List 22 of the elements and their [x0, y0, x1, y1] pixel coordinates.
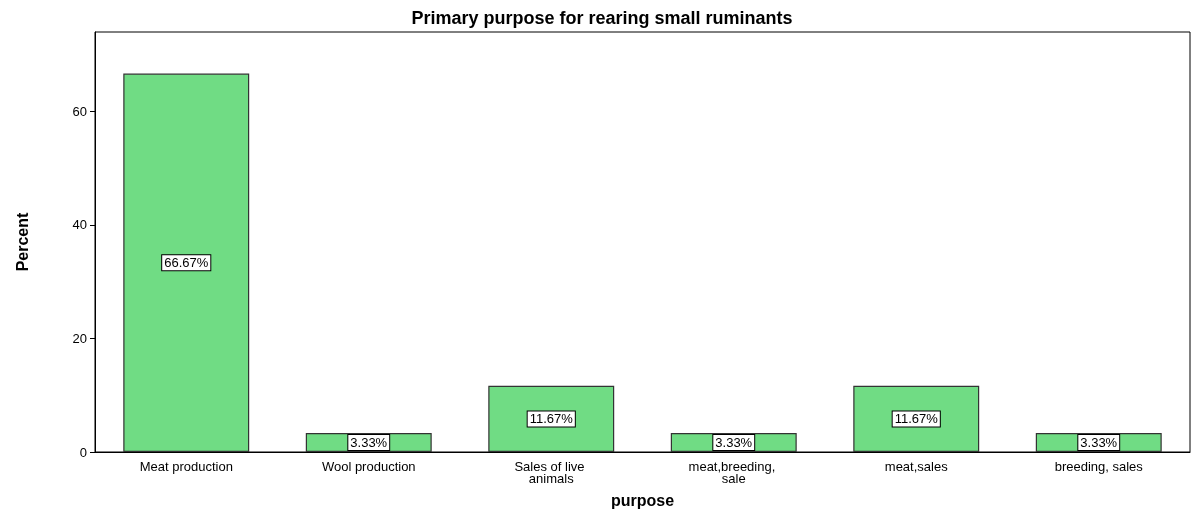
data-label: 66.67% [164, 255, 209, 271]
data-label: 11.67% [894, 411, 939, 427]
y-axis-title: Percent [13, 211, 31, 272]
x-axis-title: purpose [610, 491, 675, 509]
bar [123, 73, 250, 452]
bar [488, 385, 615, 452]
y-tick-label: 60 [72, 103, 87, 119]
data-label: 11.67% [529, 411, 574, 427]
x-tick-label: Sales of live animals [514, 458, 589, 486]
bar [853, 385, 980, 452]
data-label: 3.33% [715, 435, 753, 451]
x-tick-label: Meat production [139, 458, 233, 474]
y-tick-label: 40 [72, 217, 87, 233]
x-tick-label: meat,breeding, sale [688, 458, 779, 486]
y-tick-label: 20 [72, 330, 87, 346]
y-tick-label: 0 [79, 444, 87, 460]
x-tick-label: Wool production [321, 458, 416, 474]
data-label: 3.33% [1080, 435, 1118, 451]
x-tick-label: breeding, sales [1054, 458, 1144, 474]
chart-title: Primary purpose for rearing small ruminants [411, 8, 793, 28]
data-label: 3.33% [350, 435, 388, 451]
x-tick-label: meat,sales [884, 458, 949, 474]
